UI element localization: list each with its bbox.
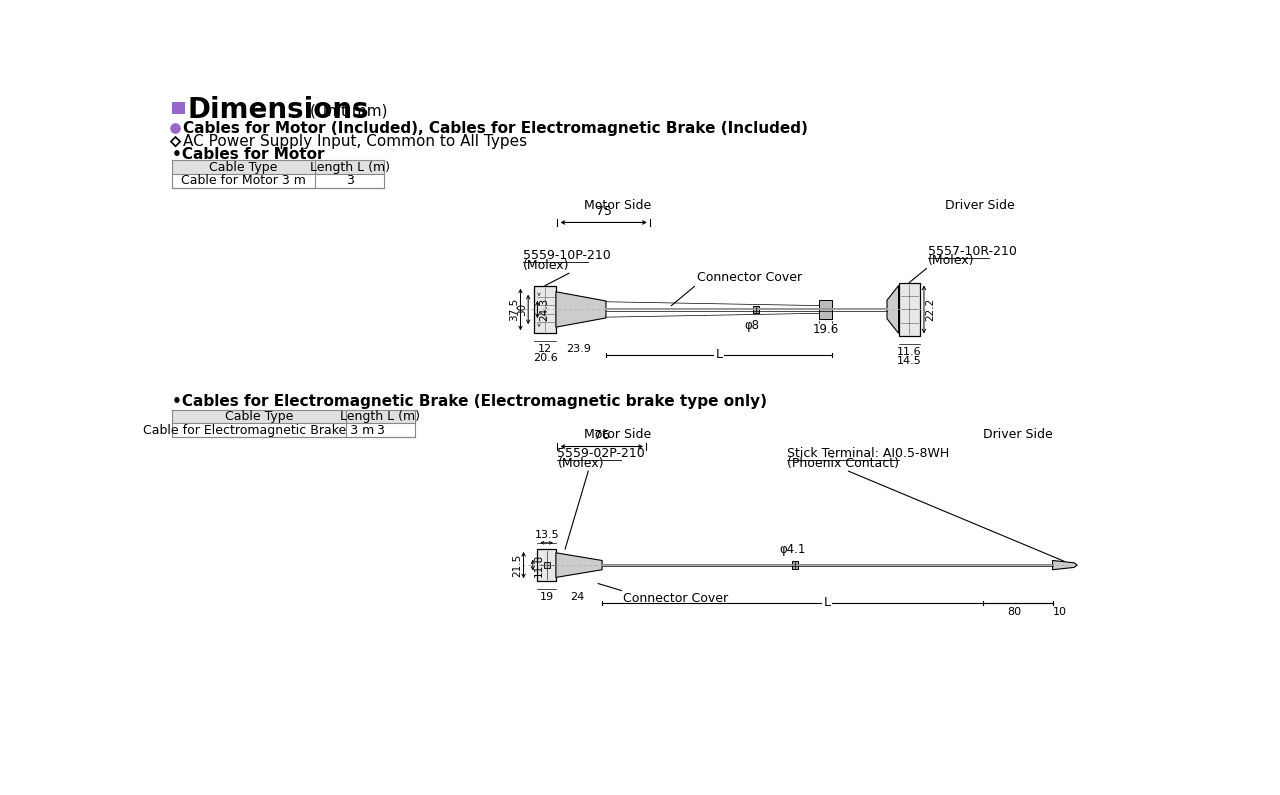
Text: Cable Type: Cable Type	[210, 161, 278, 173]
Text: 3: 3	[346, 174, 353, 188]
Text: (Molex): (Molex)	[558, 456, 604, 470]
Text: 12: 12	[538, 344, 552, 354]
Text: 37.5: 37.5	[509, 298, 518, 321]
Bar	[791, 561, 797, 569]
Text: Stick Terminal: AI0.5-8WH: Stick Terminal: AI0.5-8WH	[787, 448, 950, 460]
Text: 19: 19	[540, 592, 554, 602]
Text: •Cables for Motor: •Cables for Motor	[173, 147, 325, 162]
Text: Dimensions: Dimensions	[188, 96, 370, 124]
Text: Cables for Motor (Included), Cables for Electromagnetic Brake (Included): Cables for Motor (Included), Cables for …	[183, 121, 808, 136]
Text: 5557-10R-210: 5557-10R-210	[928, 245, 1016, 258]
Text: 11.6: 11.6	[897, 347, 922, 357]
Text: 30: 30	[517, 303, 527, 316]
Text: 23.9: 23.9	[567, 344, 591, 354]
Text: (Molex): (Molex)	[522, 258, 570, 272]
Text: 76: 76	[594, 429, 609, 442]
Text: Driver Side: Driver Side	[945, 199, 1014, 212]
Text: Connector Cover: Connector Cover	[696, 271, 803, 284]
Text: 11.8: 11.8	[534, 553, 544, 576]
Bar	[173, 409, 415, 424]
Circle shape	[172, 124, 180, 133]
Text: (Unit mm): (Unit mm)	[310, 103, 387, 118]
Text: 75: 75	[595, 205, 612, 218]
Text: L: L	[716, 348, 722, 362]
Text: φ8: φ8	[745, 319, 760, 332]
Text: 10: 10	[1053, 607, 1068, 617]
Text: Length L (m): Length L (m)	[310, 161, 389, 173]
Text: 5559-02P-210: 5559-02P-210	[558, 448, 645, 460]
Text: 13.5: 13.5	[534, 529, 559, 540]
Polygon shape	[887, 285, 899, 333]
Text: (Phoenix Contact): (Phoenix Contact)	[787, 456, 899, 470]
Text: 14.5: 14.5	[897, 356, 922, 366]
Text: Length L (m): Length L (m)	[340, 410, 420, 423]
Text: Driver Side: Driver Side	[983, 428, 1052, 440]
Bar	[819, 301, 832, 319]
Text: φ4.1: φ4.1	[780, 543, 806, 556]
Text: Cable for Electromagnetic Brake 3 m: Cable for Electromagnetic Brake 3 m	[143, 424, 375, 436]
Bar	[173, 160, 384, 174]
Text: 22.2: 22.2	[925, 298, 936, 321]
Text: 24: 24	[571, 592, 585, 602]
Bar	[544, 562, 549, 568]
Text: •Cables for Electromagnetic Brake (Electromagnetic brake type only): •Cables for Electromagnetic Brake (Elect…	[173, 394, 768, 409]
Text: 19.6: 19.6	[813, 324, 838, 336]
Text: 24.3: 24.3	[539, 298, 549, 321]
Bar	[899, 282, 920, 336]
Text: 20.6: 20.6	[532, 353, 558, 363]
Text: Motor Side: Motor Side	[584, 428, 652, 440]
Bar	[534, 285, 556, 333]
Text: 3: 3	[376, 424, 384, 436]
Bar	[173, 102, 184, 114]
Text: Cable Type: Cable Type	[225, 410, 293, 423]
Bar	[173, 174, 384, 188]
Text: (Molex): (Molex)	[928, 254, 974, 267]
Bar	[753, 305, 759, 313]
Polygon shape	[556, 292, 605, 328]
Bar	[173, 424, 415, 437]
Text: 80: 80	[1007, 607, 1021, 617]
Text: 21.5: 21.5	[512, 553, 522, 576]
Text: AC Power Supply Input, Common to All Types: AC Power Supply Input, Common to All Typ…	[183, 134, 527, 149]
Polygon shape	[556, 553, 602, 577]
Text: 5559-10P-210: 5559-10P-210	[522, 250, 611, 262]
Text: Motor Side: Motor Side	[584, 199, 652, 212]
Text: Cable for Motor 3 m: Cable for Motor 3 m	[182, 174, 306, 188]
Bar	[538, 549, 556, 581]
Polygon shape	[1052, 560, 1078, 570]
Text: L: L	[824, 596, 831, 609]
Text: Connector Cover: Connector Cover	[623, 592, 728, 605]
